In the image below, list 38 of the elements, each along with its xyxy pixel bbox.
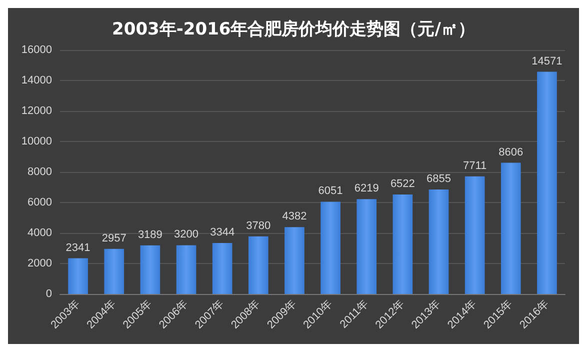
data-label: 6219 (354, 182, 379, 195)
chart-title: 2003年-2016年合肥房价均价走势图（元/㎡） (112, 20, 475, 40)
bar (248, 236, 268, 294)
y-tick-label: 12000 (21, 105, 52, 117)
y-tick-label: 8000 (28, 166, 52, 178)
bar (68, 258, 88, 294)
y-tick-label: 10000 (21, 136, 52, 148)
bar (537, 72, 557, 294)
bar (212, 243, 232, 294)
bar (140, 245, 160, 294)
bar (176, 245, 196, 294)
data-label: 2341 (66, 242, 90, 254)
y-tick-label: 2000 (28, 258, 52, 270)
y-tick-label: 6000 (28, 196, 52, 208)
data-label: 6855 (426, 172, 451, 185)
y-tick-label: 4000 (28, 227, 52, 239)
data-label: 4382 (282, 210, 307, 223)
data-label: 3780 (246, 220, 271, 232)
bar (356, 199, 377, 294)
bar (104, 248, 124, 294)
bar (284, 227, 304, 294)
y-tick-label: 0 (46, 288, 52, 300)
data-label: 6522 (390, 178, 415, 190)
bar (500, 162, 521, 294)
data-label: 6051 (318, 185, 343, 198)
y-tick-label: 16000 (21, 44, 52, 56)
y-tick-label: 14000 (21, 74, 52, 86)
data-label: 3189 (138, 228, 162, 241)
data-label: 8606 (498, 146, 524, 158)
data-label: 2957 (102, 232, 126, 244)
data-label: 3200 (174, 228, 198, 241)
bar (392, 194, 413, 294)
bar (464, 176, 485, 294)
data-label: 14571 (532, 55, 562, 68)
bar (428, 189, 449, 294)
data-label: 3344 (210, 226, 235, 239)
bar (320, 202, 340, 294)
data-label: 7711 (462, 160, 487, 172)
